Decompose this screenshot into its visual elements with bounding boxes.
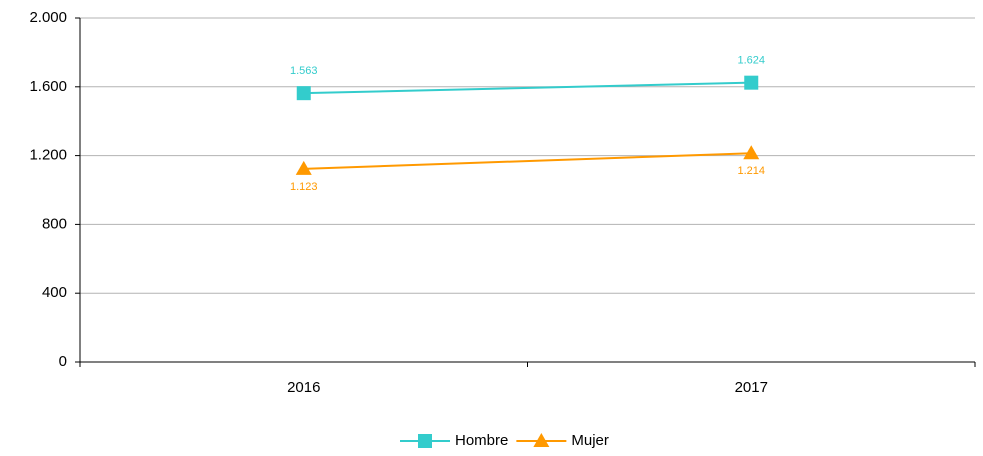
legend-label: Mujer <box>571 432 609 449</box>
y-tick-label: 800 <box>42 215 67 232</box>
marker <box>533 433 550 447</box>
marker <box>295 160 312 175</box>
y-tick-label: 1.600 <box>29 78 67 95</box>
data-label: 1.214 <box>737 165 765 177</box>
legend-label: Hombre <box>455 432 508 449</box>
marker <box>744 75 759 90</box>
data-label: 1.624 <box>737 55 765 67</box>
y-tick-label: 0 <box>59 353 67 370</box>
series-line <box>303 152 752 170</box>
data-label: 1.563 <box>290 65 318 77</box>
x-tick-label: 2017 <box>735 379 768 396</box>
marker <box>743 145 760 160</box>
y-tick-label: 1.200 <box>29 147 67 164</box>
marker <box>418 434 432 448</box>
series-line <box>303 81 752 95</box>
y-tick-label: 2.000 <box>29 9 67 26</box>
marker <box>296 86 311 101</box>
x-tick-label: 2016 <box>287 379 320 396</box>
y-tick-label: 400 <box>42 284 67 301</box>
data-label: 1.123 <box>290 181 318 193</box>
